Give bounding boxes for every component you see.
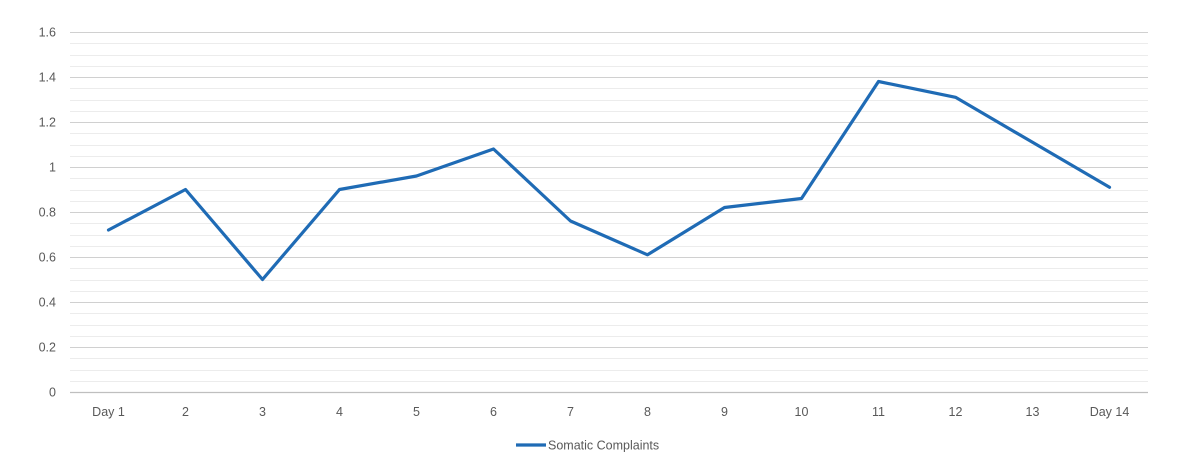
- y-tick-label: 1.6: [39, 26, 56, 40]
- y-tick-label: 0.6: [39, 251, 56, 265]
- y-tick-label: 1: [49, 161, 56, 175]
- y-tick-label: 1.4: [39, 71, 56, 85]
- x-tick-label: Day 1: [92, 405, 125, 419]
- y-tick-label: 0: [49, 386, 56, 400]
- x-tick-label: 11: [872, 405, 885, 419]
- x-tick-label: 5: [413, 405, 420, 419]
- x-tick-label: 7: [567, 405, 574, 419]
- y-tick-label: 0.8: [39, 206, 56, 220]
- x-axis-tick-labels: Day 1 2 3 4 5 6 7 8 9 10 11 12 13 Day 14: [92, 405, 1129, 419]
- x-tick-label: 8: [644, 405, 651, 419]
- series-line-somatic-complaints: [106, 79, 1112, 282]
- legend-label: Somatic Complaints: [548, 439, 659, 453]
- y-tick-label: 0.4: [39, 296, 56, 310]
- x-tick-label: 3: [259, 405, 266, 419]
- x-tick-label: 13: [1026, 405, 1040, 419]
- gridlines: [70, 32, 1148, 394]
- y-tick-label: 1.2: [39, 116, 56, 130]
- series-layer: [106, 79, 1112, 282]
- x-tick-label: 6: [490, 405, 497, 419]
- y-axis-tick-labels: 0 0.2 0.4 0.6 0.8 1 1.2 1.4 1.6: [39, 26, 56, 400]
- x-tick-label: 9: [721, 405, 728, 419]
- y-tick-label: 0.2: [39, 341, 56, 355]
- x-tick-label: 2: [182, 405, 189, 419]
- x-tick-label: 4: [336, 405, 343, 419]
- x-tick-label: Day 14: [1090, 405, 1130, 419]
- x-tick-label: 12: [949, 405, 963, 419]
- x-tick-label: 10: [795, 405, 809, 419]
- legend: Somatic Complaints: [516, 439, 659, 453]
